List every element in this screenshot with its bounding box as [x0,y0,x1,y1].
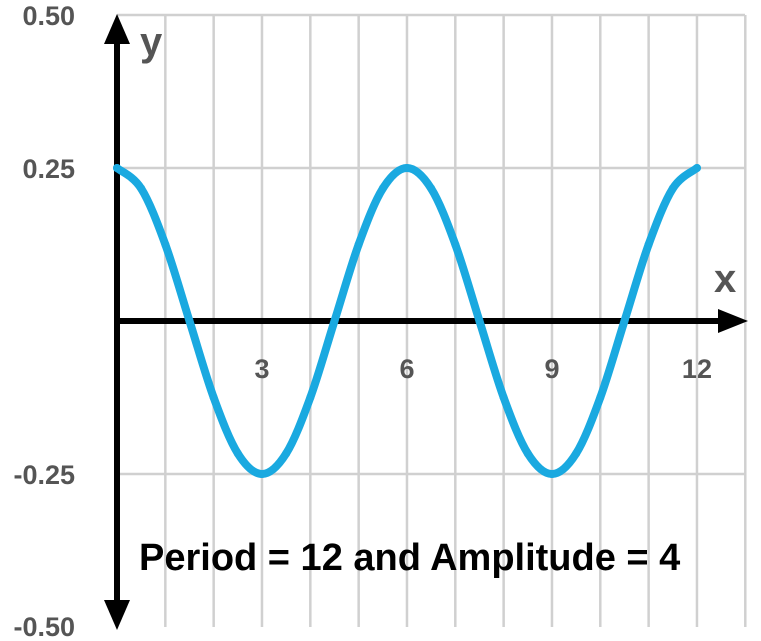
y-tick-label: -0.50 [13,612,75,641]
y-axis-label: y [140,20,163,64]
y-tick-label: 0.25 [22,154,75,184]
y-tick-labels: 0.50 0.25 -0.25 -0.50 [13,1,75,641]
y-tick-label: 0.50 [22,1,75,31]
data-point [354,240,363,249]
y-tick-label: -0.25 [13,460,75,490]
data-point [499,393,508,402]
data-point [209,393,218,402]
x-tick-label: 9 [544,354,559,384]
data-point [185,317,194,325]
data-point [644,240,653,249]
x-tick-label: 3 [254,354,269,384]
data-point [402,164,411,172]
data-point [596,393,605,402]
data-point [523,449,532,458]
x-axis-arrow [718,309,748,333]
x-tick-label: 12 [682,354,712,384]
data-point [233,449,242,458]
chart-annotation: Period = 12 and Amplitude = 4 [139,537,680,579]
data-point [306,393,315,402]
data-point [668,184,677,193]
data-point [572,449,581,458]
x-tick-labels: 3 6 9 12 [254,354,712,384]
data-point [330,317,339,325]
data-point [137,184,146,193]
y-axis-arrow-down [104,600,130,630]
x-tick-label: 6 [399,354,414,384]
data-point [692,164,701,172]
data-point [282,449,291,458]
data-point [451,240,460,249]
data-point [113,164,121,172]
data-point [475,317,484,325]
data-point [620,317,629,325]
y-axis-arrow-up [104,14,130,44]
series-layer [113,164,701,478]
data-point [378,184,387,193]
data-point [427,184,436,193]
data-point [257,470,266,478]
x-axis-label: x [714,257,736,301]
data-point [161,240,170,249]
data-point [547,470,556,478]
